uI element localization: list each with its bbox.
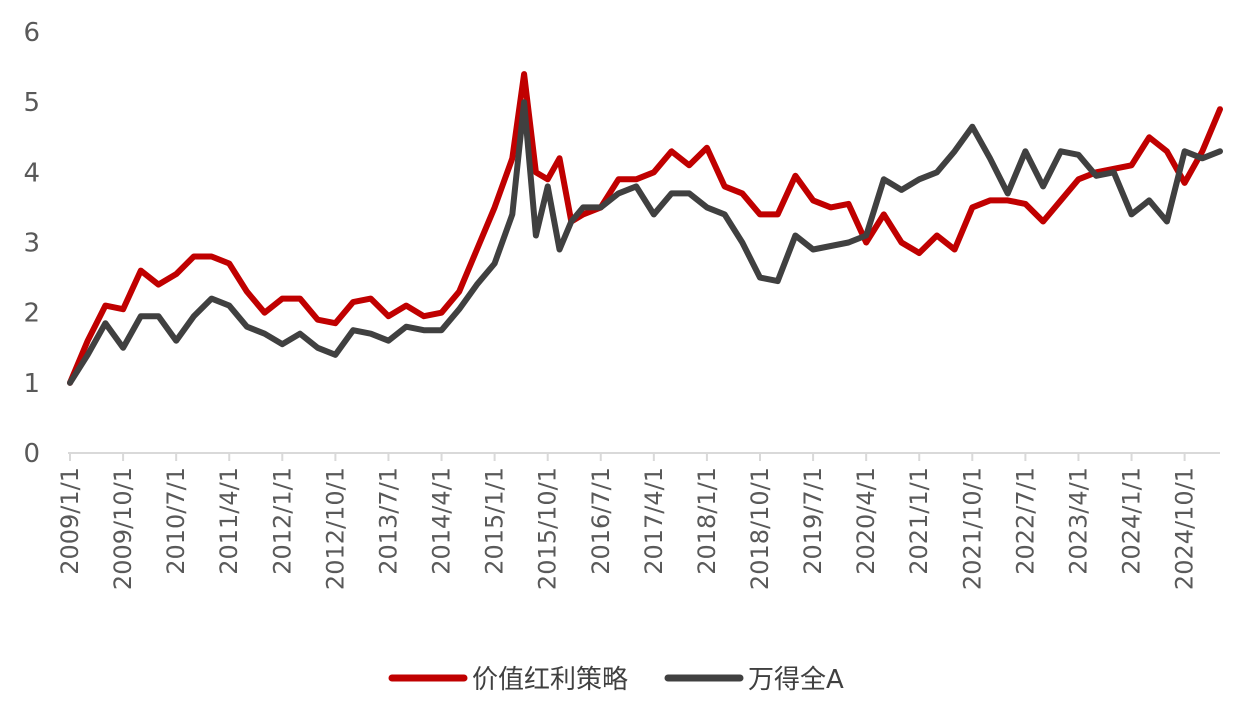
x-tick-label: 2012/10/1 — [321, 467, 349, 590]
x-tick-label: 2021/10/1 — [958, 467, 986, 590]
x-tick-label: 2016/7/1 — [587, 467, 615, 575]
y-tick-label: 6 — [23, 18, 40, 48]
x-tick-label: 2023/4/1 — [1064, 467, 1092, 575]
series-layer — [67, 71, 1223, 386]
x-tick-label: 2014/4/1 — [428, 467, 456, 575]
x-tick-label: 2020/4/1 — [852, 467, 880, 575]
legend-label-1: 万得全A — [748, 665, 844, 695]
y-tick-label: 3 — [23, 229, 40, 259]
x-tick-label: 2017/4/1 — [640, 467, 668, 575]
x-tick-label: 2015/1/1 — [481, 467, 509, 575]
series-line-1 — [67, 99, 1223, 386]
legend-label-0: 价值红利策略 — [472, 665, 628, 695]
y-axis: 0 1 2 3 4 5 6 — [23, 18, 40, 469]
y-tick-label: 4 — [23, 158, 40, 188]
x-tick-label: 2009/1/1 — [56, 467, 84, 575]
x-axis: 2009/1/1 2009/10/1 2010/7/1 2011/4/1 2012/1/… — [56, 452, 1220, 590]
x-tick-label: 2024/1/1 — [1118, 467, 1146, 575]
x-tick-label: 2015/10/1 — [534, 467, 562, 590]
x-tick-label: 2011/4/1 — [215, 467, 243, 575]
legend: 价值红利策略 万得全A — [388, 665, 844, 695]
x-tick-label: 2013/7/1 — [374, 467, 402, 575]
series-line-0 — [67, 71, 1223, 386]
x-tick-label: 2024/10/1 — [1171, 467, 1199, 590]
x-tick-label: 2010/7/1 — [162, 467, 190, 575]
x-tick-label: 2018/10/1 — [746, 467, 774, 590]
x-tick-label: 2009/10/1 — [109, 467, 137, 590]
y-tick-label: 1 — [23, 369, 40, 399]
x-tick-label: 2019/7/1 — [799, 467, 827, 575]
x-tick-label: 2022/7/1 — [1011, 467, 1039, 575]
x-tick-label: 2018/1/1 — [693, 467, 721, 575]
y-tick-label: 0 — [23, 439, 40, 469]
y-tick-label: 2 — [23, 299, 40, 329]
x-tick-label: 2012/1/1 — [268, 467, 296, 575]
y-tick-label: 5 — [23, 88, 40, 118]
x-tick-label: 2021/1/1 — [905, 467, 933, 575]
